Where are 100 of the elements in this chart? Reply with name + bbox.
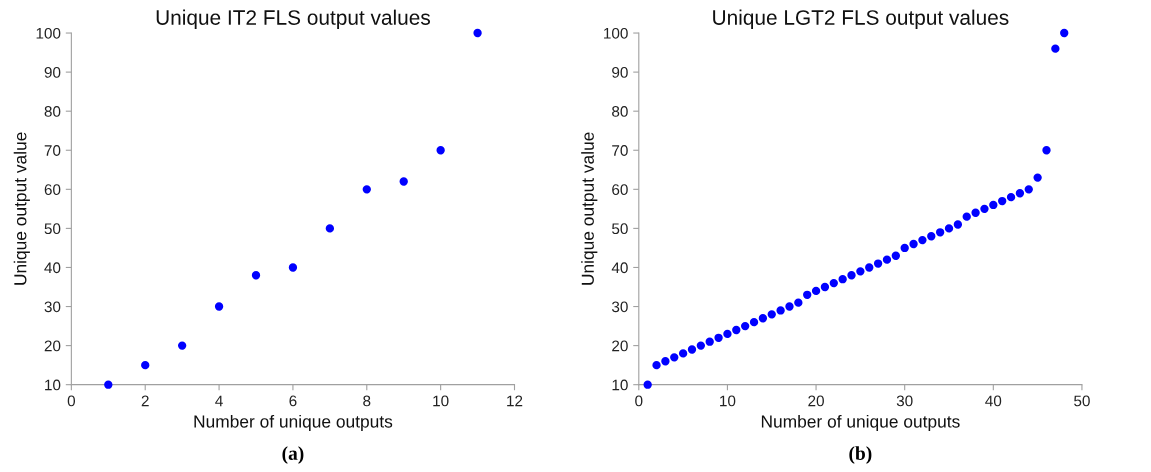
point [661, 357, 670, 366]
chart-title: Unique IT2 FLS output values [156, 9, 430, 30]
point [714, 333, 723, 342]
point [325, 224, 335, 233]
point [856, 267, 865, 276]
point [436, 146, 445, 155]
point [214, 302, 224, 311]
point [1024, 185, 1033, 194]
point [935, 228, 945, 237]
y-tick-label: 40 [44, 262, 61, 274]
x-tick-label: 12 [507, 395, 523, 407]
y-tick-label: 10 [45, 379, 61, 391]
y-axis-title: Unique output value [13, 132, 30, 285]
point [740, 321, 750, 331]
point [362, 185, 371, 194]
point [811, 286, 821, 296]
point [838, 275, 847, 284]
point [962, 212, 971, 221]
y-tick-label: 20 [44, 340, 61, 352]
y-tick-label: 10 [612, 379, 628, 391]
x-tick-label: 2 [141, 395, 149, 407]
x-tick-label: 10 [720, 395, 736, 407]
x-tick-label: 6 [289, 395, 297, 407]
point [1051, 44, 1060, 53]
y-tick-label: 60 [612, 184, 628, 196]
point [998, 196, 1007, 206]
chart-title: Unique LGT2 FLS output values [713, 9, 1009, 30]
x-tick-label: 50 [1074, 395, 1090, 407]
point [652, 360, 661, 370]
point [723, 329, 732, 339]
point [909, 239, 918, 249]
x-tick-label: 40 [985, 395, 1002, 407]
point [687, 345, 697, 354]
point [891, 251, 900, 260]
point [643, 380, 652, 389]
point [927, 232, 936, 241]
x-axis-title: Number of unique outputs [194, 414, 393, 432]
point [696, 341, 706, 350]
point [900, 243, 909, 253]
point [918, 235, 927, 245]
point [399, 177, 408, 186]
point [1042, 146, 1051, 155]
point [705, 337, 714, 346]
point [104, 380, 113, 389]
x-tick-label: 0 [67, 395, 76, 407]
point [847, 271, 856, 280]
point [882, 255, 892, 264]
point [1006, 192, 1016, 202]
x-tick-label: 4 [215, 395, 223, 407]
point [794, 298, 803, 307]
x-tick-label: 8 [363, 395, 371, 407]
point [776, 306, 785, 315]
point [971, 208, 980, 217]
point [251, 271, 261, 280]
point [758, 314, 768, 323]
y-tick-label: 100 [36, 27, 61, 39]
point [865, 263, 874, 272]
point [473, 28, 482, 38]
point [953, 220, 963, 229]
y-tick-label: 50 [44, 223, 61, 235]
y-tick-label: 50 [612, 223, 628, 235]
y-tick-label: 80 [44, 106, 61, 117]
point [767, 310, 776, 319]
point [177, 341, 187, 350]
x-tick-label: 0 [635, 395, 643, 407]
point [749, 318, 759, 327]
point [141, 360, 150, 370]
point [980, 204, 989, 214]
y-tick-label: 80 [612, 106, 628, 117]
text: (a) [282, 446, 304, 464]
point [785, 302, 794, 311]
point [944, 224, 954, 233]
point [829, 278, 838, 288]
x-tick-label: 30 [896, 395, 913, 407]
point [803, 290, 812, 299]
y-tick-label: 90 [612, 66, 628, 78]
y-tick-label: 100 [604, 27, 628, 39]
point [820, 282, 830, 292]
point [1060, 28, 1069, 38]
point [1033, 173, 1042, 182]
point [732, 325, 741, 335]
y-tick-label: 30 [44, 301, 61, 313]
point [1015, 189, 1025, 198]
y-axis-title: Unique output value [581, 132, 598, 285]
point [989, 200, 998, 210]
point [670, 353, 679, 362]
y-tick-label: 30 [611, 301, 628, 313]
y-tick-label: 40 [611, 262, 628, 274]
point [678, 349, 688, 358]
point [873, 259, 883, 268]
y-tick-label: 60 [44, 184, 61, 196]
y-tick-label: 70 [44, 145, 61, 156]
y-tick-label: 70 [612, 145, 628, 156]
y-tick-label: 20 [612, 340, 628, 352]
x-axis-title: Number of unique outputs [761, 414, 960, 432]
point [288, 263, 298, 272]
x-tick-label: 20 [808, 395, 824, 407]
text: (b) [849, 446, 872, 464]
x-tick-label: 10 [433, 395, 449, 407]
y-tick-label: 90 [44, 66, 61, 78]
